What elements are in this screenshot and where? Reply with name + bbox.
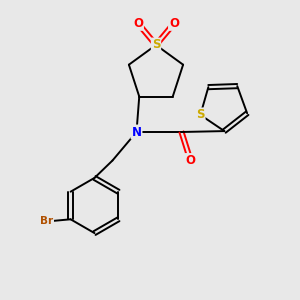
Text: S: S [152, 38, 160, 52]
Text: O: O [133, 17, 143, 30]
Text: Br: Br [40, 216, 53, 226]
Text: N: N [131, 125, 142, 139]
Text: O: O [169, 17, 179, 30]
Text: S: S [196, 108, 205, 122]
Text: O: O [185, 154, 196, 167]
